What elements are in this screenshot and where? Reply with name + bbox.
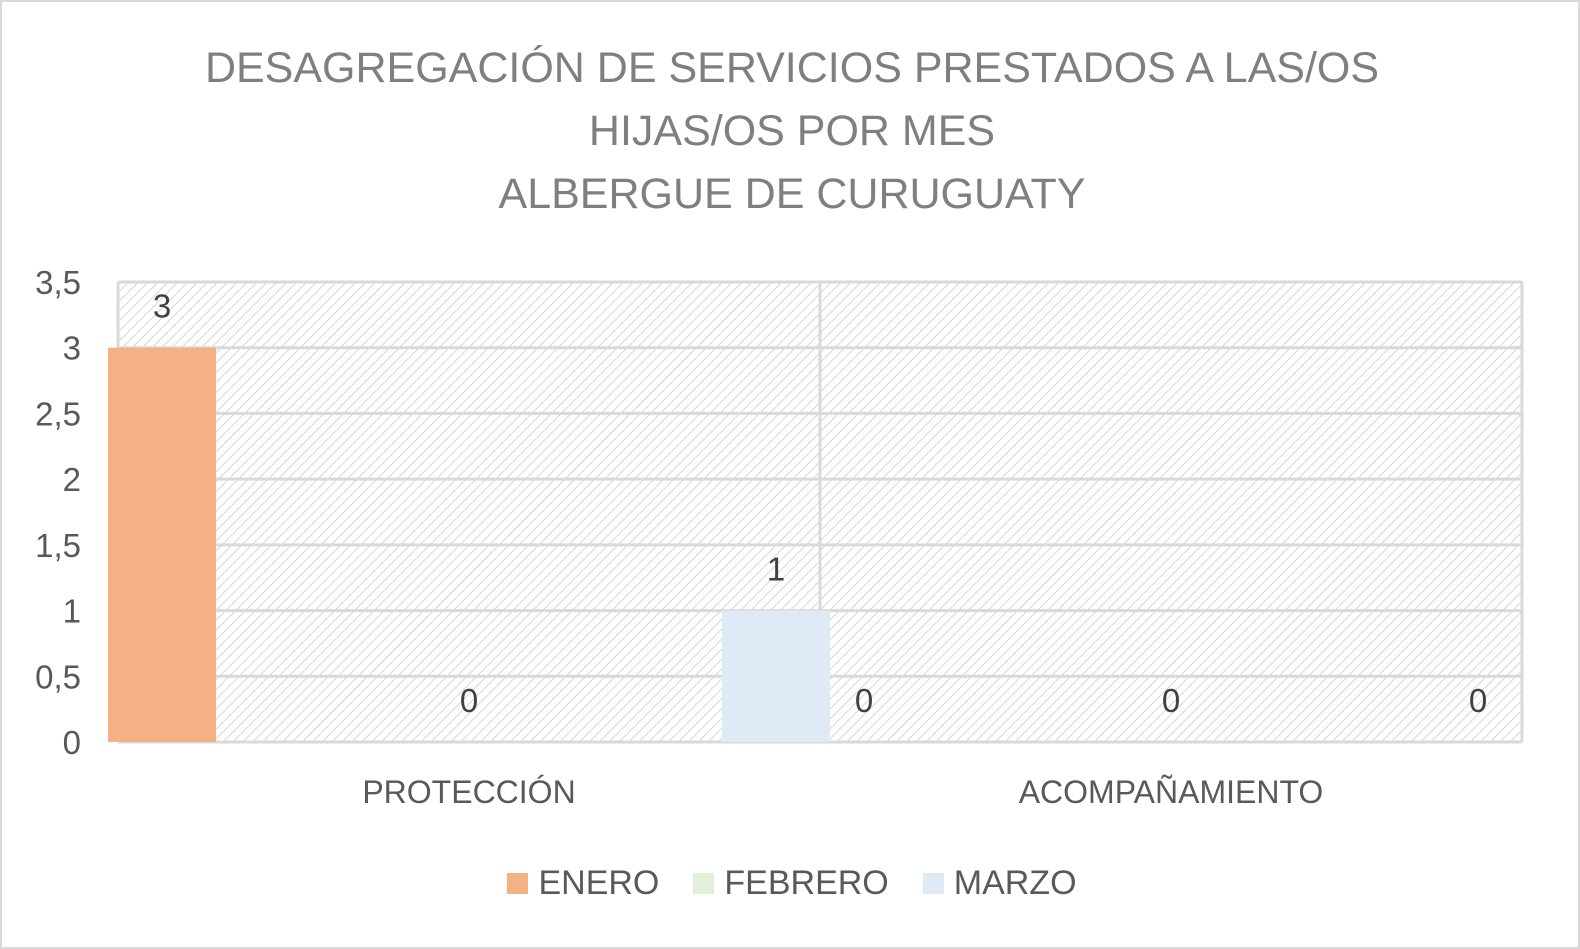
data-label-marzo-0: 1 xyxy=(767,551,785,588)
data-label-marzo-1: 0 xyxy=(1469,682,1487,719)
legend-item-febrero: FEBRERO xyxy=(693,864,889,903)
y-tick-label-3: 1,5 xyxy=(35,527,81,564)
y-tick-label-5: 2,5 xyxy=(35,395,81,432)
data-label-enero-0: 3 xyxy=(153,288,171,325)
chart-legend: ENERO FEBRERO MARZO xyxy=(2,864,1580,903)
chart-title-line-3: ALBERGUE DE CURUGUATY xyxy=(498,170,1086,218)
legend-label-febrero: FEBRERO xyxy=(724,864,889,902)
legend-item-marzo: MARZO xyxy=(922,864,1077,903)
y-tick-label-6: 3 xyxy=(63,330,81,367)
x-category-label-0: PROTECCIÓN xyxy=(362,774,575,810)
chart-title-line-1: DESAGREGACIÓN DE SERVICIOS PRESTADOS A L… xyxy=(204,44,1380,92)
y-tick-label-7: 3,5 xyxy=(35,264,81,301)
y-tick-label-4: 2 xyxy=(63,461,81,498)
legend-item-enero: ENERO xyxy=(507,864,659,903)
x-category-label-1: ACOMPAÑAMIENTO xyxy=(1019,774,1324,810)
bar-marzo-0 xyxy=(722,610,830,742)
y-tick-label-1: 0,5 xyxy=(35,658,81,695)
legend-label-marzo: MARZO xyxy=(953,864,1077,902)
legend-swatch-marzo xyxy=(922,873,944,894)
legend-label-enero: ENERO xyxy=(538,864,660,902)
data-label-febrero-1: 0 xyxy=(1162,682,1180,719)
y-tick-label-0: 0 xyxy=(63,724,81,761)
legend-swatch-febrero xyxy=(693,873,715,894)
legend-swatch-enero xyxy=(507,873,529,894)
y-tick-label-2: 1 xyxy=(63,593,81,630)
data-label-febrero-0: 0 xyxy=(460,682,478,719)
data-label-enero-1: 0 xyxy=(855,682,873,719)
bar-enero-0 xyxy=(108,347,216,742)
chart-title-line-2: HIJAS/OS POR MES xyxy=(588,107,996,155)
